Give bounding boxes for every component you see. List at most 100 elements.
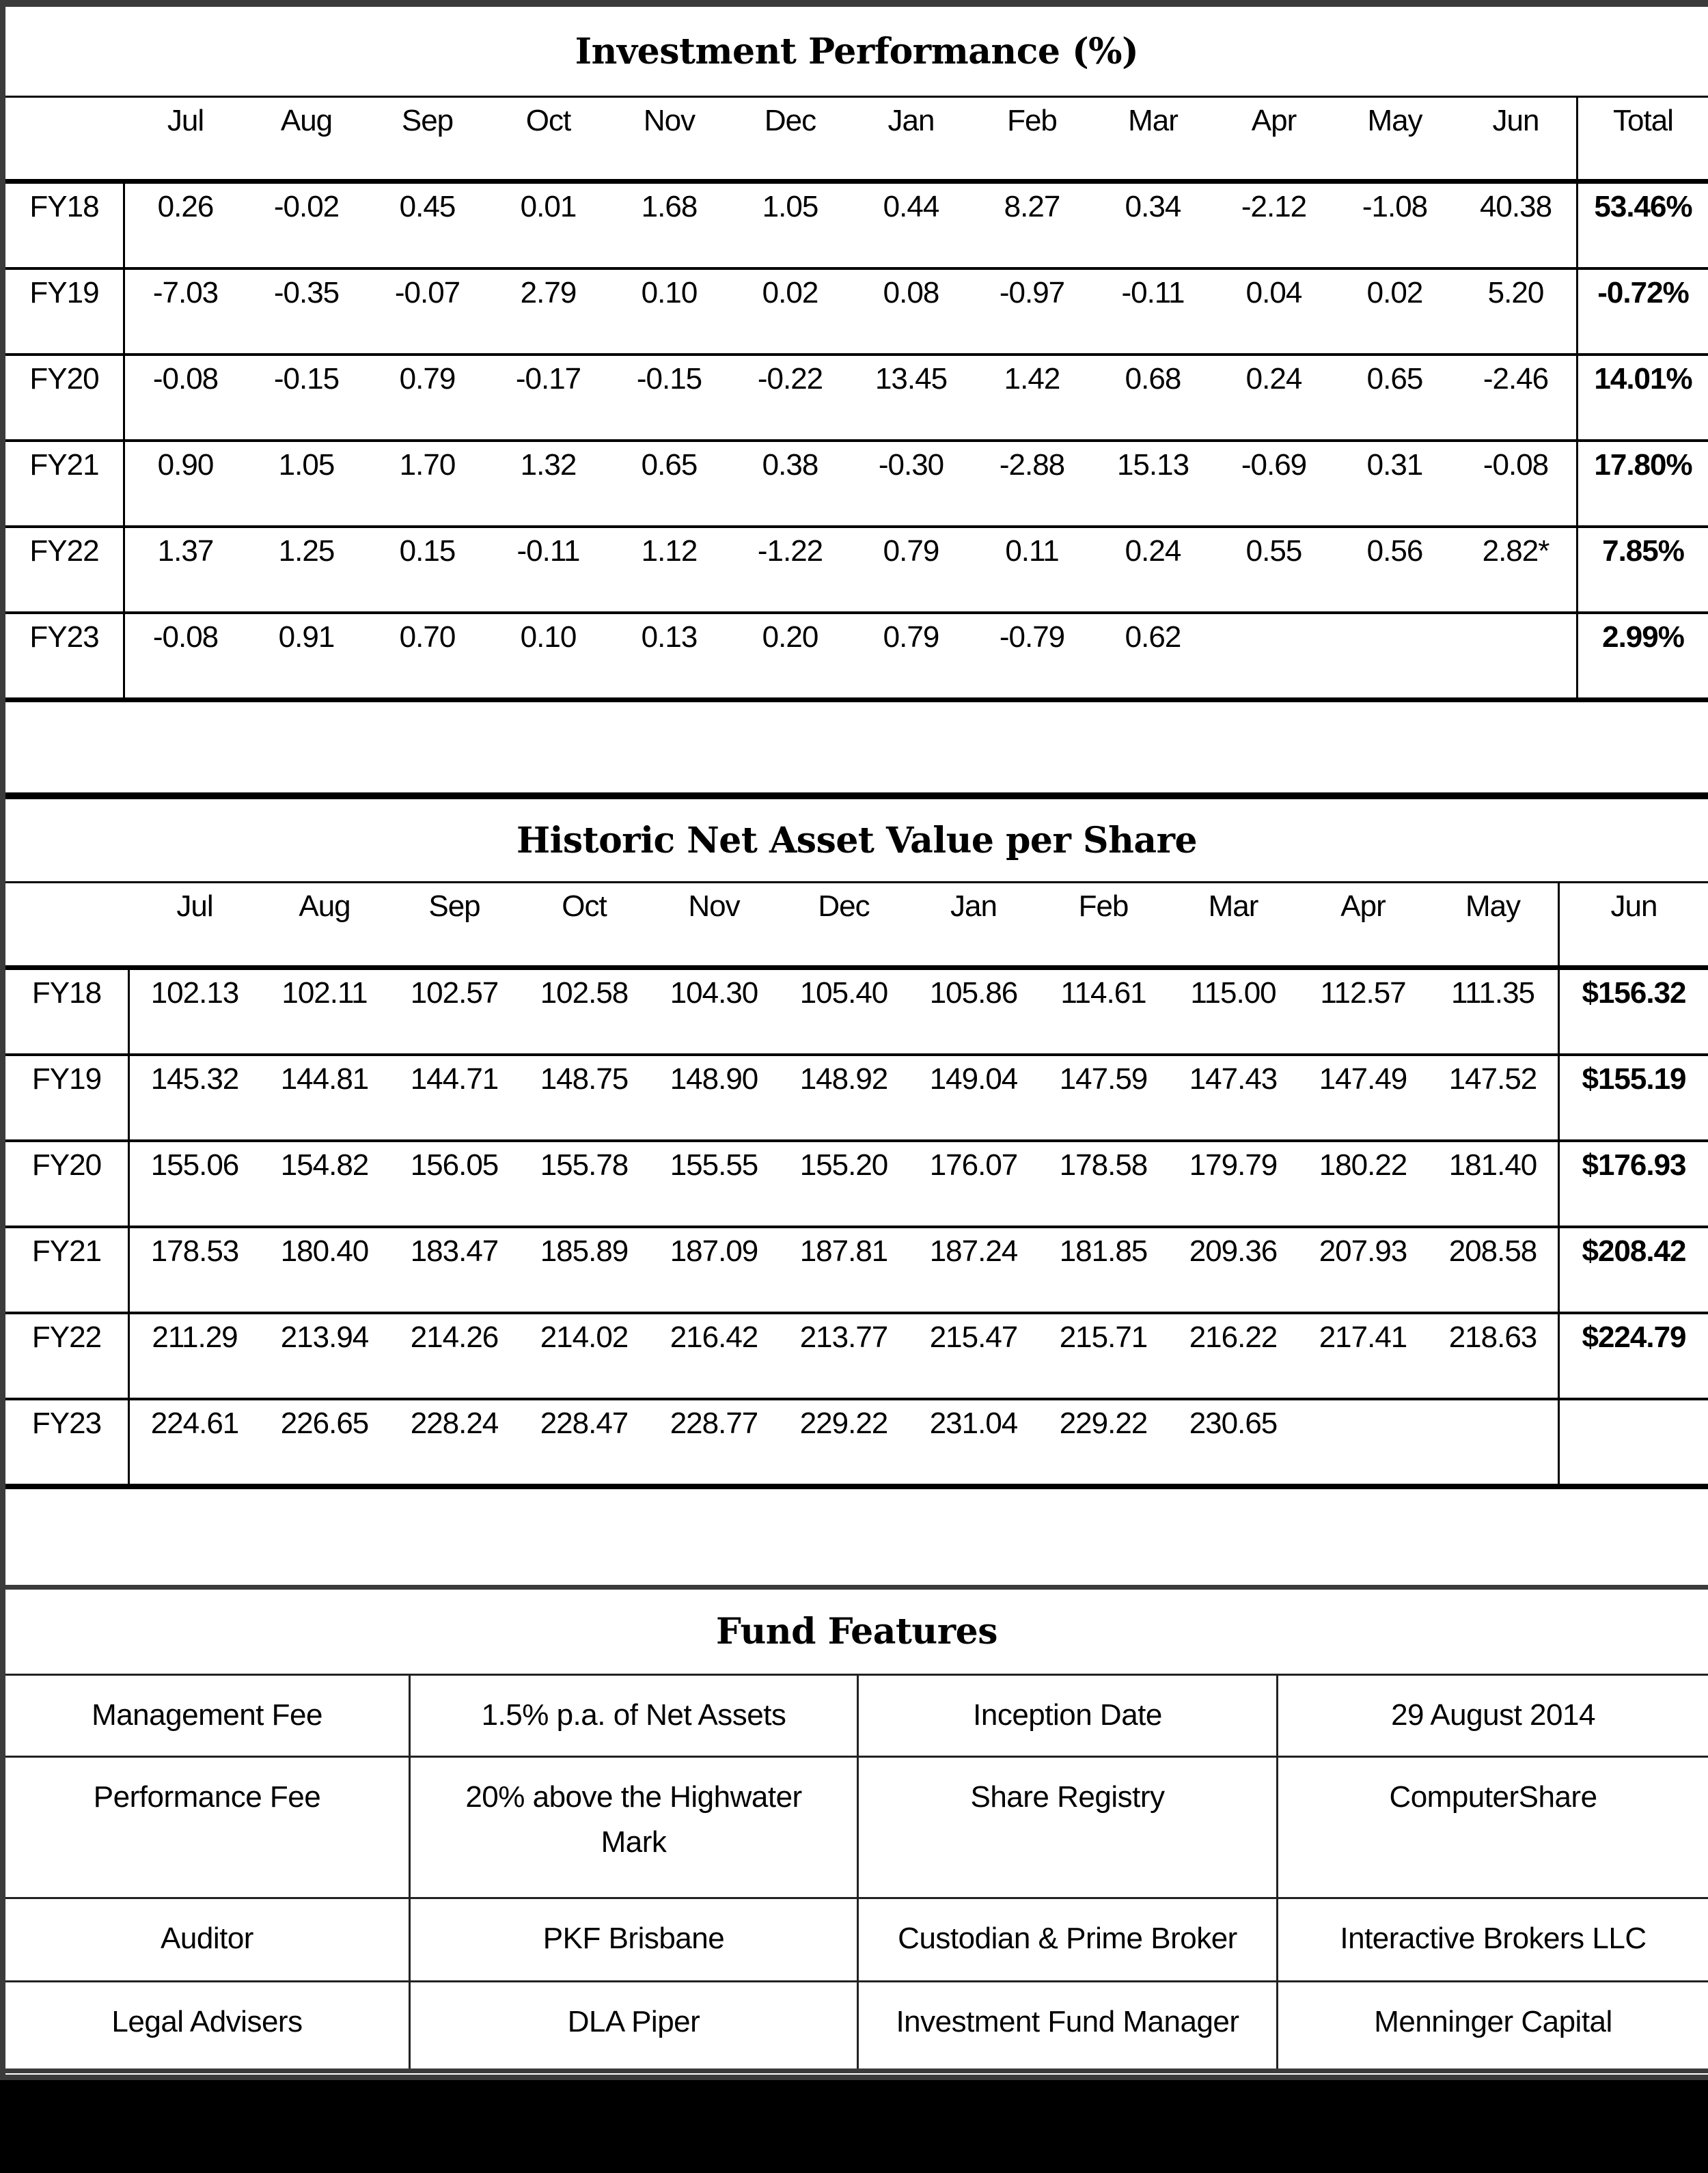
month-header: Apr [1251, 104, 1297, 137]
june-nav [1558, 1400, 1708, 1484]
month-header: Dec [764, 104, 816, 137]
monthly-return: -0.15 [273, 362, 340, 396]
nav-table-row: FY18 102.13 102.11 102.57 102.58 104.30 … [5, 970, 1708, 1056]
monthly-nav: 209.36 [1189, 1234, 1278, 1268]
monthly-nav: 178.58 [1059, 1148, 1148, 1182]
monthly-return: 0.02 [762, 276, 819, 309]
monthly-nav: 207.93 [1319, 1234, 1408, 1268]
fund-features-row: Management Fee 1.5% p.a. of Net Assets I… [5, 1676, 1708, 1758]
monthly-return [1213, 614, 1334, 697]
monthly-nav: 147.52 [1448, 1062, 1538, 1096]
historic-nav-table: Historic Net Asset Value per Share Jul A… [5, 792, 1708, 1489]
monthly-return: 0.02 [1366, 276, 1424, 309]
annual-total: 2.99% [1576, 614, 1708, 697]
monthly-return: 0.04 [1245, 276, 1303, 309]
monthly-return: 0.38 [762, 448, 819, 482]
monthly-return: -2.46 [1483, 362, 1549, 396]
monthly-return: 0.01 [520, 190, 577, 223]
monthly-nav: 215.71 [1059, 1320, 1148, 1354]
monthly-return: -2.12 [1241, 190, 1307, 223]
june-nav: $155.19 [1558, 1056, 1708, 1139]
monthly-return: 0.11 [1005, 534, 1059, 568]
monthly-return: 1.68 [641, 190, 698, 223]
month-header: Jan [887, 104, 935, 137]
monthly-nav: 155.55 [670, 1148, 759, 1182]
performance-table-row: FY23 -0.08 0.91 0.70 0.10 0.13 0.20 0.79… [5, 614, 1708, 702]
monthly-nav: 214.02 [540, 1320, 629, 1354]
monthly-return: 0.56 [1366, 534, 1424, 568]
monthly-nav: 216.22 [1189, 1320, 1278, 1354]
monthly-nav: 187.81 [799, 1234, 889, 1268]
monthly-nav: 218.63 [1448, 1320, 1538, 1354]
monthly-nav: 181.85 [1059, 1234, 1148, 1268]
feature-label: Share Registry [857, 1758, 1276, 1897]
monthly-return: -0.02 [273, 190, 340, 223]
nav-table-title: Historic Net Asset Value per Share [5, 799, 1708, 883]
monthly-return: 5.20 [1487, 276, 1545, 309]
feature-value: Interactive Brokers LLC [1276, 1899, 1708, 1980]
monthly-nav: 213.94 [280, 1320, 370, 1354]
fund-features-body: Management Fee 1.5% p.a. of Net Assets I… [5, 1676, 1708, 2068]
monthly-nav: 145.32 [150, 1062, 240, 1096]
month-header: Aug [280, 104, 333, 137]
monthly-return: -0.79 [999, 620, 1065, 654]
monthly-nav: 228.77 [670, 1407, 759, 1440]
monthly-return: 1.12 [641, 534, 698, 568]
monthly-nav [1428, 1400, 1558, 1484]
total-header: Total [1576, 98, 1708, 179]
monthly-return: -0.08 [152, 620, 219, 654]
monthly-return: 0.13 [641, 620, 698, 654]
fiscal-year-label: FY19 [5, 270, 125, 353]
month-header: Sep [428, 889, 480, 923]
june-nav: $208.42 [1558, 1228, 1708, 1312]
monthly-nav: 148.90 [670, 1062, 759, 1096]
monthly-nav: 102.11 [281, 976, 368, 1010]
monthly-nav: 215.47 [929, 1320, 1019, 1354]
monthly-nav: 217.41 [1319, 1320, 1408, 1354]
monthly-return: -0.35 [273, 276, 340, 309]
fiscal-year-label: FY21 [5, 442, 125, 525]
monthly-nav: 112.57 [1320, 976, 1406, 1010]
monthly-nav: 155.78 [540, 1148, 629, 1182]
monthly-return: 0.45 [399, 190, 456, 223]
monthly-nav: 211.29 [152, 1320, 238, 1354]
fund-features-row: Legal Advisers DLA Piper Investment Fund… [5, 1982, 1708, 2068]
fund-factsheet-document: Investment Performance (%) Jul Aug Sep O… [5, 7, 1708, 2075]
monthly-nav: 111.35 [1450, 976, 1535, 1010]
monthly-nav: 147.49 [1319, 1062, 1408, 1096]
month-header: Dec [818, 889, 870, 923]
investment-performance-table: Investment Performance (%) Jul Aug Sep O… [5, 7, 1708, 702]
nav-table-body: FY18 102.13 102.11 102.57 102.58 104.30 … [5, 970, 1708, 1489]
monthly-return: 1.70 [399, 448, 456, 482]
nav-header-row: Jul Aug Sep Oct Nov Dec Jan Feb [5, 883, 1708, 970]
feature-label: Auditor [161, 1922, 253, 1955]
monthly-return: 0.65 [641, 448, 698, 482]
annual-total: 7.85% [1576, 528, 1708, 611]
monthly-nav: 181.40 [1448, 1148, 1538, 1182]
nav-table-row: FY22 211.29 213.94 214.26 214.02 216.42 … [5, 1314, 1708, 1400]
performance-header-row: Jul Aug Sep Oct Nov Dec Jan Feb [5, 98, 1708, 184]
monthly-nav: 147.43 [1189, 1062, 1278, 1096]
monthly-nav: 180.22 [1319, 1148, 1408, 1182]
june-nav: $156.32 [1558, 970, 1708, 1053]
monthly-return: 15.13 [1116, 448, 1189, 482]
monthly-nav: 229.22 [799, 1407, 889, 1440]
fiscal-year-label: FY22 [5, 528, 125, 611]
monthly-nav: 214.26 [410, 1320, 499, 1354]
monthly-nav: 115.00 [1190, 976, 1276, 1010]
monthly-nav: 224.61 [150, 1407, 240, 1440]
monthly-return: 1.05 [762, 190, 819, 223]
annual-total: 17.80% [1576, 442, 1708, 525]
feature-value: DLA Piper [409, 1982, 857, 2068]
monthly-nav [1298, 1400, 1428, 1484]
monthly-return: 0.20 [762, 620, 819, 654]
month-header: Jul [167, 104, 204, 137]
monthly-nav: 148.75 [540, 1062, 629, 1096]
monthly-nav: 156.05 [410, 1148, 499, 1182]
feature-label: Performance Fee [93, 1780, 321, 1814]
monthly-nav: 155.20 [799, 1148, 889, 1182]
monthly-nav: 154.82 [280, 1148, 370, 1182]
monthly-return: 40.38 [1479, 190, 1552, 223]
monthly-return: 0.34 [1125, 190, 1182, 223]
monthly-return: -0.15 [636, 362, 702, 396]
